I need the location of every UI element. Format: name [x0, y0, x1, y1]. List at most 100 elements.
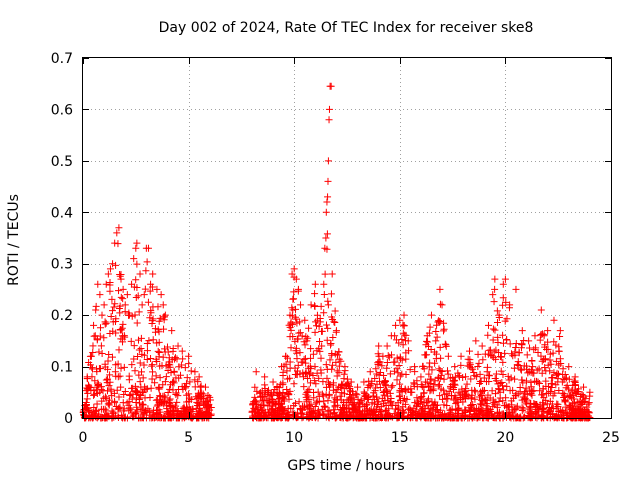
- data-point: [540, 332, 548, 340]
- x-tick-label: 5: [184, 430, 193, 446]
- data-point: [506, 340, 514, 348]
- data-point: [399, 329, 407, 337]
- data-point: [164, 389, 172, 397]
- data-point: [483, 407, 491, 415]
- data-point: [323, 198, 331, 206]
- data-point: [349, 404, 357, 412]
- data-point: [130, 413, 138, 421]
- chart-title: Day 002 of 2024, Rate Of TEC Index for r…: [159, 20, 534, 36]
- data-point: [445, 388, 453, 396]
- data-point: [528, 413, 536, 421]
- data-point: [468, 395, 476, 403]
- x-tick-label: 15: [391, 430, 409, 446]
- data-point: [155, 317, 163, 325]
- data-point: [268, 405, 276, 413]
- data-point: [333, 372, 341, 380]
- data-point: [555, 414, 563, 422]
- data-point: [119, 295, 127, 303]
- data-point: [326, 356, 334, 364]
- data-point: [343, 375, 351, 383]
- data-point: [143, 355, 151, 363]
- data-point: [155, 328, 163, 336]
- data-point: [438, 301, 446, 309]
- data-point: [87, 386, 95, 394]
- data-point: [105, 350, 113, 358]
- data-point: [333, 413, 341, 421]
- data-points: [79, 82, 594, 422]
- data-point: [574, 388, 582, 396]
- data-point: [537, 306, 545, 314]
- data-point: [318, 342, 326, 350]
- data-point: [552, 381, 560, 389]
- data-point: [123, 291, 131, 299]
- data-point: [132, 244, 140, 252]
- data-point: [375, 342, 383, 350]
- data-point: [426, 359, 434, 367]
- data-point: [508, 350, 516, 358]
- data-point: [191, 368, 199, 376]
- y-tick-label: 0.5: [51, 154, 73, 170]
- data-point: [112, 402, 120, 410]
- data-point: [499, 301, 507, 309]
- data-point: [393, 376, 401, 384]
- data-point: [512, 390, 520, 398]
- data-point: [475, 409, 483, 417]
- data-point: [493, 318, 501, 326]
- data-point: [261, 373, 269, 381]
- data-point: [84, 404, 92, 412]
- data-point: [467, 402, 475, 410]
- data-point: [582, 395, 590, 403]
- data-point: [104, 357, 112, 365]
- data-point: [436, 392, 444, 400]
- data-point: [311, 280, 319, 288]
- y-tick-label: 0.6: [51, 102, 73, 118]
- y-axis-title: ROTI / TECUs: [6, 194, 22, 286]
- data-point: [311, 290, 319, 298]
- data-point: [166, 385, 174, 393]
- data-point: [521, 394, 529, 402]
- data-point: [195, 404, 203, 412]
- data-point: [331, 394, 339, 402]
- data-point: [180, 414, 188, 422]
- data-point: [372, 365, 380, 373]
- data-point: [354, 383, 362, 391]
- data-point: [136, 359, 144, 367]
- data-point: [566, 392, 574, 400]
- data-point: [90, 390, 98, 398]
- data-point: [314, 408, 322, 416]
- data-point: [131, 409, 139, 417]
- data-point: [451, 373, 459, 381]
- data-point: [160, 325, 168, 333]
- data-point: [320, 290, 328, 298]
- data-point: [394, 369, 402, 377]
- data-point: [186, 406, 194, 414]
- data-point: [116, 309, 124, 317]
- x-tick-label: 10: [285, 430, 303, 446]
- data-point: [165, 413, 173, 421]
- data-point: [380, 378, 388, 386]
- data-point: [570, 413, 578, 421]
- data-point: [484, 350, 492, 358]
- data-point: [186, 378, 194, 386]
- data-point: [114, 373, 122, 381]
- data-point: [147, 280, 155, 288]
- data-point: [531, 332, 539, 340]
- data-point: [449, 377, 457, 385]
- data-point: [485, 372, 493, 380]
- data-point: [157, 392, 165, 400]
- data-point: [503, 315, 511, 323]
- data-point: [144, 298, 152, 306]
- data-point: [290, 380, 298, 388]
- y-tick-labels: 0 0.1 0.2 0.3 0.4 0.5 0.6 0.7: [51, 51, 73, 427]
- data-point: [145, 407, 153, 415]
- data-point: [319, 378, 327, 386]
- data-point: [199, 395, 207, 403]
- data-point: [395, 339, 403, 347]
- data-point: [566, 405, 574, 413]
- data-point: [102, 319, 110, 327]
- data-point: [313, 397, 321, 405]
- data-point: [85, 408, 93, 416]
- data-point: [257, 393, 265, 401]
- data-point: [269, 378, 277, 386]
- data-point: [506, 301, 514, 309]
